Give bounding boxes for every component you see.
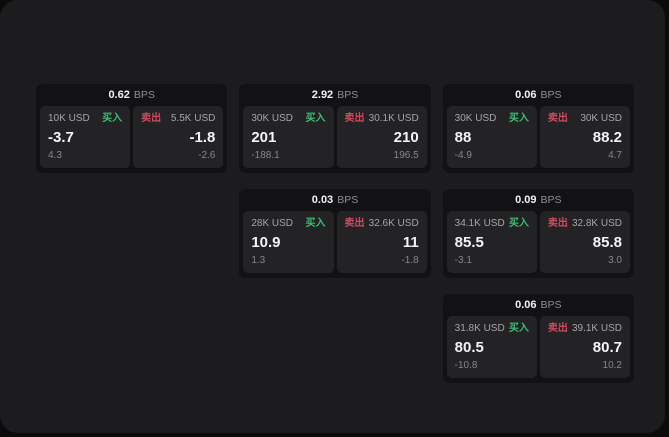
quote-card: 0.06 BPS 30K USD 买入 88 -4.9 卖出 30K USD 8… <box>442 84 634 173</box>
sell-size: 32.6K USD <box>368 218 419 229</box>
buy-price: 85.5 <box>454 234 484 251</box>
sell-price: 11 <box>402 234 419 251</box>
spread-value: 0.62 <box>108 89 130 101</box>
spread-unit: BPS <box>337 194 359 206</box>
buy-size: 34.1K USD <box>454 218 505 229</box>
sell-quote-tile[interactable]: 卖出 30.1K USD 210 196.5 <box>336 106 427 168</box>
spread-value: 2.92 <box>311 89 334 101</box>
buy-sub-value: 1.3 <box>251 255 266 266</box>
sell-sub-value: 10.2 <box>602 360 622 371</box>
buy-price: 10.9 <box>251 234 281 251</box>
sell-side-label: 卖出 <box>141 113 162 124</box>
buy-size: 30K USD <box>454 113 497 124</box>
sell-size: 30.1K USD <box>368 113 419 124</box>
sell-quote-tile[interactable]: 卖出 32.6K USD 11 -1.8 <box>336 211 427 273</box>
spread-value: 0.09 <box>515 194 537 206</box>
quote-card: 0.06 BPS 31.8K USD 买入 80.5 -10.8 卖出 39.1… <box>442 294 634 383</box>
sell-sub-value: -1.8 <box>401 255 419 266</box>
buy-side-label: 买入 <box>508 113 529 124</box>
buy-side-label: 买入 <box>102 113 123 124</box>
spread-unit: BPS <box>540 89 562 101</box>
buy-sub-value: -188.1 <box>251 150 280 161</box>
buy-side-label: 买入 <box>305 218 326 229</box>
buy-side-label: 买入 <box>508 218 529 229</box>
buy-side-label: 买入 <box>508 323 529 334</box>
sell-size: 32.8K USD <box>571 218 622 229</box>
buy-price: -3.7 <box>48 129 74 146</box>
buy-quote-tile[interactable]: 28K USD 买入 10.9 1.3 <box>243 211 334 273</box>
sell-price: 210 <box>393 129 419 146</box>
buy-price: 201 <box>251 129 277 146</box>
buy-price: 88 <box>454 129 472 146</box>
spread-unit: BPS <box>540 299 562 311</box>
buy-price: 80.5 <box>454 339 484 356</box>
spread-value: 0.06 <box>515 299 537 311</box>
quote-card: 0.03 BPS 28K USD 买入 10.9 1.3 卖出 32.6K US… <box>239 189 431 278</box>
sell-price: 85.8 <box>592 234 622 251</box>
spread-header: 0.62 BPS <box>36 84 227 106</box>
buy-size: 28K USD <box>251 218 294 229</box>
sell-sub-value: 3.0 <box>608 255 622 266</box>
quote-card-grid: 0.62 BPS 10K USD 买入 -3.7 4.3 卖出 5.5K USD… <box>36 84 634 383</box>
spread-unit: BPS <box>337 89 359 101</box>
buy-quote-tile[interactable]: 34.1K USD 买入 85.5 -3.1 <box>446 211 537 273</box>
sell-size: 30K USD <box>580 113 622 124</box>
buy-sub-value: 4.3 <box>48 150 62 161</box>
buy-quote-tile[interactable]: 31.8K USD 买入 80.5 -10.8 <box>446 316 537 378</box>
sell-sub-value: -2.6 <box>198 150 216 161</box>
quote-card: 2.92 BPS 30K USD 买入 201 -188.1 卖出 30.1K … <box>239 84 431 173</box>
buy-quote-tile[interactable]: 30K USD 买入 201 -188.1 <box>243 106 334 168</box>
buy-sub-value: -3.1 <box>454 255 472 266</box>
buy-sub-value: -4.9 <box>454 150 472 161</box>
spread-unit: BPS <box>540 194 562 206</box>
spread-header: 2.92 BPS <box>239 84 430 106</box>
spread-value: 0.06 <box>515 89 537 101</box>
sell-side-label: 卖出 <box>547 323 568 334</box>
buy-size: 10K USD <box>48 113 90 124</box>
spread-header: 0.09 BPS <box>443 189 634 211</box>
spread-header: 0.03 BPS <box>239 189 430 211</box>
spread-header: 0.06 BPS <box>443 84 634 106</box>
buy-quote-tile[interactable]: 10K USD 买入 -3.7 4.3 <box>40 106 131 168</box>
buy-size: 30K USD <box>251 113 294 124</box>
sell-size: 39.1K USD <box>571 323 622 334</box>
sell-side-label: 卖出 <box>547 218 568 229</box>
quote-card: 0.09 BPS 34.1K USD 买入 85.5 -3.1 卖出 32.8K… <box>442 189 634 278</box>
sell-price: 88.2 <box>592 129 622 146</box>
quote-card: 0.62 BPS 10K USD 买入 -3.7 4.3 卖出 5.5K USD… <box>36 84 228 173</box>
sell-price: -1.8 <box>189 129 216 146</box>
sell-price: 80.7 <box>592 339 622 356</box>
buy-side-label: 买入 <box>305 113 326 124</box>
buy-size: 31.8K USD <box>454 323 505 334</box>
spread-unit: BPS <box>133 89 155 101</box>
sell-side-label: 卖出 <box>547 113 568 124</box>
sell-sub-value: 196.5 <box>393 150 419 161</box>
spread-header: 0.06 BPS <box>443 294 634 316</box>
sell-quote-tile[interactable]: 卖出 30K USD 88.2 4.7 <box>539 106 630 168</box>
sell-size: 5.5K USD <box>170 113 216 124</box>
buy-sub-value: -10.8 <box>454 360 478 371</box>
sell-side-label: 卖出 <box>344 218 365 229</box>
sell-quote-tile[interactable]: 卖出 39.1K USD 80.7 10.2 <box>539 316 630 378</box>
sell-quote-tile[interactable]: 卖出 5.5K USD -1.8 -2.6 <box>133 106 224 168</box>
sell-side-label: 卖出 <box>344 113 365 124</box>
sell-sub-value: 4.7 <box>608 150 622 161</box>
spread-value: 0.03 <box>311 194 334 206</box>
sell-quote-tile[interactable]: 卖出 32.8K USD 85.8 3.0 <box>539 211 630 273</box>
buy-quote-tile[interactable]: 30K USD 买入 88 -4.9 <box>446 106 537 168</box>
